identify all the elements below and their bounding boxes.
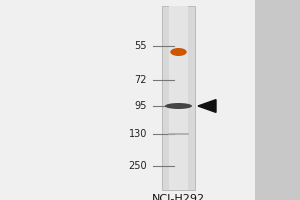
Text: 250: 250 xyxy=(128,161,147,171)
Polygon shape xyxy=(198,100,216,112)
Ellipse shape xyxy=(165,103,192,109)
Text: NCI-H292: NCI-H292 xyxy=(152,194,205,200)
Text: 55: 55 xyxy=(134,41,147,51)
Bar xyxy=(162,6,195,190)
Bar xyxy=(169,6,188,190)
Text: 95: 95 xyxy=(135,101,147,111)
Text: 72: 72 xyxy=(134,75,147,85)
Ellipse shape xyxy=(170,48,187,56)
Bar xyxy=(0,0,255,200)
Text: 130: 130 xyxy=(129,129,147,139)
